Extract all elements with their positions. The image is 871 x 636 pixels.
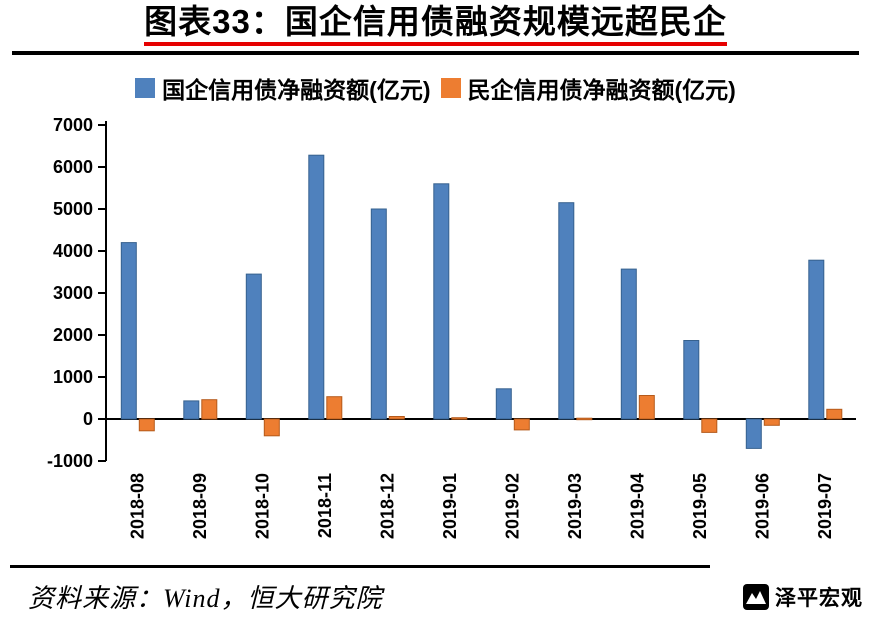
title-area: 图表33：国企信用债融资规模远超民企 [0, 0, 871, 47]
legend-label-soe: 国企信用债净融资额(亿元) [162, 77, 431, 104]
y-tick-label: 7000 [53, 115, 93, 135]
bottom-divider [10, 565, 710, 569]
bar-series0-2018-09 [183, 400, 200, 420]
y-tick-label: 1000 [53, 367, 93, 387]
bar-series0-2019-01 [433, 183, 450, 420]
x-category-label: 2018-09 [190, 473, 210, 539]
bar-series0-2019-04 [620, 268, 637, 420]
x-category-label: 2018-08 [127, 473, 147, 539]
y-tick-label: 4000 [53, 241, 93, 261]
legend-swatch-soe-icon [135, 78, 156, 99]
x-category-label: 2019-03 [565, 473, 585, 539]
footer: 资料来源：Wind，恒大研究院 泽平宏观 [0, 568, 871, 615]
bar-series1-2019-06 [763, 418, 780, 427]
bar-series1-2018-11 [326, 396, 343, 420]
bar-series1-2019-02 [513, 418, 530, 431]
legend-swatch-poe-icon [440, 78, 461, 99]
bar-series0-2019-02 [495, 388, 512, 420]
y-tick-label: 2000 [53, 325, 93, 345]
brand-name: 泽平宏观 [775, 586, 863, 610]
bar-series1-2018-10 [263, 418, 280, 437]
top-divider [12, 51, 859, 56]
bar-series0-2019-06 [745, 418, 762, 450]
bar-series0-2018-12 [370, 208, 387, 420]
legend-label-poe: 民企信用债净融资额(亿元) [467, 77, 736, 104]
x-category-label: 2019-06 [752, 473, 772, 539]
page-title: 图表33：国企信用债融资规模远超民企 [144, 3, 727, 47]
chart-legend: 国企信用债净融资额(亿元) 民企信用债净融资额(亿元) [0, 71, 871, 105]
bar-series0-2018-11 [308, 154, 325, 420]
bar-series0-2019-05 [683, 340, 700, 420]
bar-series1-2018-12 [388, 416, 405, 420]
x-category-label: 2019-04 [627, 473, 647, 539]
source-note: 资料来源：Wind，恒大研究院 [28, 584, 383, 614]
bar-series0-2019-07 [808, 259, 825, 420]
bar-series1-2019-01 [451, 417, 468, 420]
legend-item-soe: 国企信用债净融资额(亿元) [135, 71, 431, 105]
x-category-label: 2019-05 [690, 473, 710, 539]
y-tick-label: 6000 [53, 157, 93, 177]
x-category-label: 2019-02 [502, 473, 522, 539]
bar-series0-2018-08 [120, 242, 137, 420]
bar-series0-2018-10 [245, 273, 262, 420]
bar-chart: -1000 0 1000 2000 3000 4000 5000 6000 7000 2018-0… [47, 115, 856, 539]
mountain-logo-icon [743, 583, 769, 610]
brand-logo: 泽平宏观 [743, 582, 863, 612]
legend-item-poe: 民企信用债净融资额(亿元) [440, 71, 736, 105]
x-category-label: 2018-10 [252, 473, 272, 539]
bar-series1-2019-07 [826, 409, 843, 420]
bar-series1-2018-08 [138, 418, 155, 432]
x-category-label: 2018-12 [377, 473, 397, 539]
bar-series1-2019-05 [701, 418, 718, 434]
y-tick-label: -1000 [47, 451, 93, 471]
y-tick-label: 5000 [53, 199, 93, 219]
bar-series1-2019-04 [638, 395, 655, 420]
x-category-label: 2019-07 [815, 473, 835, 539]
y-tick-label: 0 [83, 409, 93, 429]
y-tick-label: 3000 [53, 283, 93, 303]
x-category-label: 2019-01 [440, 473, 460, 539]
x-category-label: 2018-11 [315, 473, 335, 538]
bar-series1-2019-03 [576, 417, 593, 421]
bar-series1-2018-09 [201, 399, 218, 420]
bar-series0-2019-03 [558, 202, 575, 420]
